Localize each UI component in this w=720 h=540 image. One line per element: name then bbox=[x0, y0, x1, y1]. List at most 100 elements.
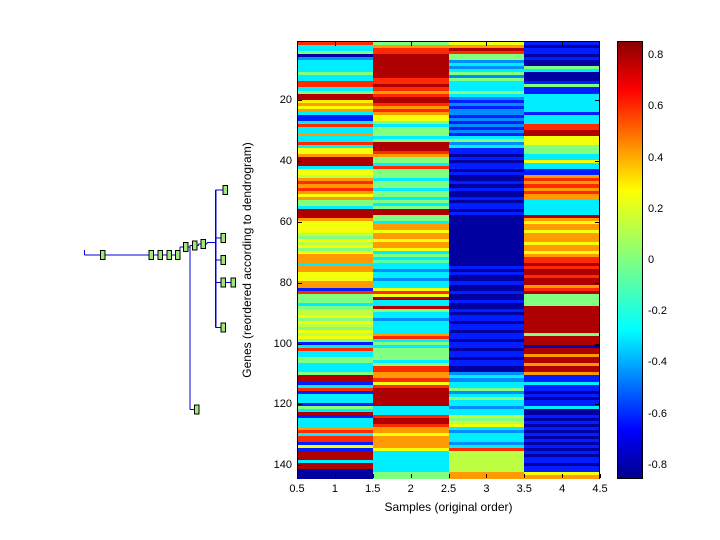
heatmap-cell bbox=[523, 84, 599, 88]
x-tick-label: 1 bbox=[331, 483, 338, 495]
heatmap-cell bbox=[298, 208, 374, 212]
heatmap-cell bbox=[373, 236, 449, 240]
heatmap-cell bbox=[373, 423, 449, 427]
heatmap-cell bbox=[373, 445, 449, 449]
heatmap-cell bbox=[298, 408, 374, 412]
heatmap-cell bbox=[298, 184, 374, 188]
heatmap-cell bbox=[373, 284, 449, 288]
heatmap-cell bbox=[373, 339, 449, 343]
heatmap-cell bbox=[373, 287, 449, 291]
heatmap-cell bbox=[448, 145, 524, 149]
heatmap-cell bbox=[448, 81, 524, 85]
heatmap-cell bbox=[448, 117, 524, 121]
x-tick-label: 1.5 bbox=[365, 483, 381, 495]
y-right-tick bbox=[595, 100, 599, 101]
heatmap-cell bbox=[373, 151, 449, 155]
heatmap-cell bbox=[523, 220, 599, 224]
heatmap-cell bbox=[373, 263, 449, 267]
heatmap-cell bbox=[448, 445, 524, 449]
heatmap-cell bbox=[373, 375, 449, 379]
heatmap-cell bbox=[373, 329, 449, 333]
heatmap-cell bbox=[298, 93, 374, 97]
heatmap-cell bbox=[523, 148, 599, 152]
heatmap-cell bbox=[448, 129, 524, 133]
heatmap-cell bbox=[373, 436, 449, 440]
heatmap-cell bbox=[523, 172, 599, 176]
heatmap-cell bbox=[373, 132, 449, 136]
heatmap-cell bbox=[523, 145, 599, 149]
heatmap-cell bbox=[373, 232, 449, 236]
heatmap-cell bbox=[373, 466, 449, 470]
heatmap-cell bbox=[373, 278, 449, 282]
heatmap-cell bbox=[523, 439, 599, 443]
heatmap-cell bbox=[523, 430, 599, 434]
heatmap-cell bbox=[298, 236, 374, 240]
dendrogram-leaf-marker bbox=[148, 250, 154, 260]
heatmap-cell bbox=[373, 417, 449, 421]
heatmap-cell bbox=[298, 314, 374, 318]
heatmap-cell bbox=[523, 469, 599, 473]
heatmap-cell bbox=[448, 284, 524, 288]
heatmap-cell bbox=[448, 402, 524, 406]
colorbar-tick-label: 0.2 bbox=[648, 203, 664, 215]
heatmap-cell bbox=[298, 390, 374, 394]
heatmap-cell bbox=[523, 254, 599, 258]
heatmap-cell bbox=[373, 326, 449, 330]
heatmap-cell bbox=[373, 351, 449, 355]
heatmap-cell bbox=[448, 287, 524, 291]
x-top-tick bbox=[335, 42, 336, 46]
heatmap-cell bbox=[448, 114, 524, 118]
heatmap-cell bbox=[448, 66, 524, 70]
heatmap-cell bbox=[523, 423, 599, 427]
heatmap-cell bbox=[373, 226, 449, 230]
heatmap-cell bbox=[523, 175, 599, 179]
heatmap-cell bbox=[373, 90, 449, 94]
heatmap-cell bbox=[298, 105, 374, 109]
heatmap-cell bbox=[523, 357, 599, 361]
heatmap-cell bbox=[373, 323, 449, 327]
heatmap-cell bbox=[523, 266, 599, 270]
heatmap-cell bbox=[373, 239, 449, 243]
heatmap-cell bbox=[298, 96, 374, 100]
heatmap-cell bbox=[373, 223, 449, 227]
heatmap-cell bbox=[448, 223, 524, 227]
heatmap-cell bbox=[298, 187, 374, 191]
dendrogram-leaf-marker bbox=[230, 277, 237, 288]
heatmap-cell bbox=[523, 239, 599, 243]
heatmap-cell bbox=[448, 345, 524, 349]
heatmap-cell bbox=[448, 363, 524, 367]
heatmap-cell bbox=[298, 45, 374, 49]
heatmap-cell bbox=[448, 326, 524, 330]
heatmap-cell bbox=[298, 302, 374, 306]
heatmap-cell bbox=[448, 151, 524, 155]
heatmap-cell bbox=[523, 90, 599, 94]
heatmap-cell bbox=[298, 229, 374, 233]
heatmap-cell bbox=[373, 266, 449, 270]
heatmap-cell bbox=[523, 378, 599, 382]
heatmap-cell bbox=[448, 469, 524, 473]
heatmap-cell bbox=[523, 308, 599, 312]
heatmap-cell bbox=[448, 232, 524, 236]
heatmap-cell bbox=[373, 96, 449, 100]
heatmap-cell bbox=[373, 457, 449, 461]
heatmap-cell bbox=[298, 430, 374, 434]
heatmap-cell bbox=[298, 54, 374, 58]
heatmap-cell bbox=[448, 439, 524, 443]
heatmap-cell bbox=[448, 396, 524, 400]
y-tick-label: 40 bbox=[279, 155, 292, 167]
heatmap-cell bbox=[298, 157, 374, 161]
heatmap-cell bbox=[448, 323, 524, 327]
x-tick bbox=[486, 474, 487, 478]
heatmap-cell bbox=[523, 151, 599, 155]
heatmap-cell bbox=[373, 454, 449, 458]
heatmap-cell bbox=[298, 448, 374, 452]
heatmap-cell bbox=[373, 142, 449, 146]
heatmap-column-2 bbox=[373, 42, 449, 479]
heatmap-cell bbox=[523, 87, 599, 91]
heatmap-cell bbox=[373, 154, 449, 158]
heatmap-cell bbox=[523, 66, 599, 70]
heatmap-cell bbox=[373, 451, 449, 455]
heatmap-cell bbox=[523, 345, 599, 349]
heatmap-cell bbox=[373, 463, 449, 467]
y-tick-label: 80 bbox=[279, 277, 292, 289]
